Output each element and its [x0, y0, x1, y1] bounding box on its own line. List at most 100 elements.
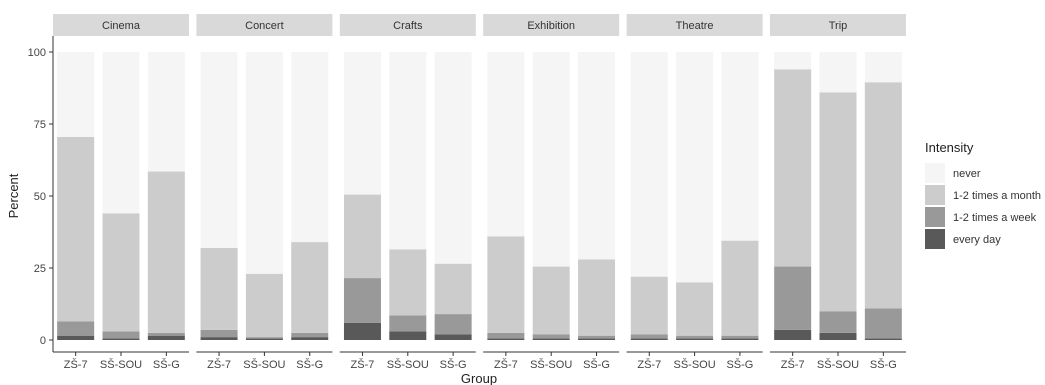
bar-segment-1-2-times-a-week	[676, 335, 714, 339]
facet-label: Trip	[829, 20, 848, 32]
facet-label: Crafts	[393, 20, 423, 32]
facet-trip: Trip ZŠ-7 SŠ-SOU SŠ-G	[770, 14, 906, 371]
bar-segment-1-2-times-a-month	[291, 242, 329, 333]
bar-segment-never	[578, 52, 616, 260]
facet-cinema: Cinema ZŠ-7 SŠ-SOU SŠ-G	[53, 14, 189, 371]
bar-segment-every-day	[434, 334, 472, 340]
bar-segment-1-2-times-a-month	[343, 194, 381, 279]
bar-segment-1-2-times-a-month	[532, 266, 570, 335]
legend-label: never	[953, 168, 981, 180]
y-axis: 0 25 50 75 100	[28, 36, 54, 352]
bar-segment-1-2-times-a-week	[532, 334, 570, 339]
facet-label: Concert	[245, 20, 284, 32]
bar-segment-1-2-times-a-week	[864, 308, 902, 339]
bar-segment-never	[487, 52, 525, 237]
bar-segment-1-2-times-a-month	[57, 136, 95, 322]
bar-segment-1-2-times-a-month	[721, 240, 759, 336]
bar-segment-1-2-times-a-week	[245, 337, 283, 339]
x-tick-label: SŠ-SOU	[387, 358, 429, 371]
bar-segment-never	[676, 52, 714, 283]
x-tick-label: ZŠ-7	[351, 358, 375, 371]
bar-segment-1-2-times-a-week	[630, 334, 668, 339]
bar-segment-1-2-times-a-month	[578, 259, 616, 336]
bar-segment-never	[819, 52, 857, 93]
bar-segment-1-2-times-a-month	[147, 171, 185, 333]
bar-segment-never	[774, 52, 812, 70]
facet-concert: Concert ZŠ-7 SŠ-SOU SŠ-G	[196, 14, 333, 371]
legend-swatch-every-day	[925, 229, 945, 249]
bar-segment-never	[864, 52, 902, 83]
bar-segment-every-day	[343, 322, 381, 340]
legend: Intensity never 1-2 times a month 1-2 time…	[925, 140, 1041, 249]
bar-segment-every-day	[676, 338, 714, 340]
facet-strip	[483, 14, 620, 36]
facet-label: Theatre	[676, 20, 714, 32]
x-tick-label: SŠ-G	[153, 358, 180, 371]
legend-label: 1-2 times a month	[953, 190, 1041, 202]
x-tick-label: SŠ-SOU	[674, 358, 716, 371]
x-axis-label: Group	[461, 371, 497, 385]
bar-segment-never	[389, 52, 427, 250]
bar-segment-every-day	[57, 335, 95, 340]
legend-swatch-1-2-times-a-week	[925, 207, 945, 227]
x-tick-label: ZŠ-7	[637, 358, 661, 371]
x-tick-label: ZŠ-7	[781, 358, 805, 371]
facet-strip	[196, 14, 333, 36]
bar-segment-every-day	[147, 335, 185, 340]
y-tick-label: 0	[40, 335, 46, 347]
bar-segment-1-2-times-a-week	[578, 335, 616, 339]
bar-segment-every-day	[245, 338, 283, 340]
bar-segment-1-2-times-a-month	[389, 249, 427, 316]
bar-segment-1-2-times-a-month	[434, 263, 472, 315]
facet-strip	[53, 14, 189, 36]
x-tick-label: SŠ-G	[870, 358, 897, 371]
x-tick-label: SŠ-G	[726, 358, 753, 371]
bar-segment-every-day	[102, 338, 140, 340]
x-tick-label: SŠ-G	[440, 358, 467, 371]
bar-segment-1-2-times-a-week	[102, 331, 140, 339]
facet-strip	[770, 14, 906, 36]
y-tick-label: 25	[34, 263, 46, 275]
bar-segment-every-day	[721, 338, 759, 340]
bar-segment-every-day	[389, 331, 427, 340]
bar-segment-never	[532, 52, 570, 267]
legend-title: Intensity	[925, 140, 974, 155]
bar-segment-1-2-times-a-month	[630, 276, 668, 335]
legend-label: 1-2 times a week	[953, 212, 1037, 224]
bar-segment-every-day	[532, 338, 570, 340]
facet-label: Exhibition	[527, 20, 575, 32]
bar-segment-never	[147, 52, 185, 172]
facet-strip	[339, 14, 476, 36]
bar-segment-never	[102, 52, 140, 214]
facet-theatre: Theatre ZŠ-7 SŠ-SOU SŠ-G	[626, 14, 763, 371]
bar-segment-1-2-times-a-week	[819, 311, 857, 333]
bar-segment-never	[57, 52, 95, 137]
bar-segment-never	[291, 52, 329, 243]
bar-segment-never	[200, 52, 238, 248]
facet-exhibition: Exhibition ZŠ-7 SŠ-SOU SŠ-G	[483, 14, 620, 371]
bar-segment-never	[343, 52, 381, 195]
bar-segment-never	[721, 52, 759, 241]
bar-segment-1-2-times-a-month	[102, 213, 140, 332]
bar-segment-never	[630, 52, 668, 277]
x-tick-label: SŠ-SOU	[243, 358, 285, 371]
bar-segment-1-2-times-a-week	[721, 335, 759, 339]
facet-strip	[626, 14, 763, 36]
facet-label: Cinema	[102, 20, 141, 32]
x-tick-label: SŠ-G	[296, 358, 323, 371]
bar-segment-1-2-times-a-week	[487, 332, 525, 339]
x-tick-label: SŠ-SOU	[817, 358, 859, 371]
bar-segment-1-2-times-a-month	[774, 69, 812, 267]
bar-segment-1-2-times-a-week	[291, 332, 329, 338]
bar-segment-1-2-times-a-week	[774, 266, 812, 330]
facet-crafts: Crafts ZŠ-7 SŠ-SOU SŠ-G	[339, 14, 476, 371]
bar-segment-1-2-times-a-month	[864, 82, 902, 309]
bar-segment-1-2-times-a-week	[343, 278, 381, 323]
y-tick-label: 75	[34, 119, 46, 131]
x-tick-label: SŠ-SOU	[100, 358, 142, 371]
legend-swatch-1-2-times-a-month	[925, 185, 945, 205]
bar-segment-1-2-times-a-month	[245, 273, 283, 338]
y-axis-label: Percent	[6, 173, 21, 218]
bar-segment-every-day	[774, 329, 812, 340]
x-tick-label: ZŠ-7	[64, 358, 88, 371]
